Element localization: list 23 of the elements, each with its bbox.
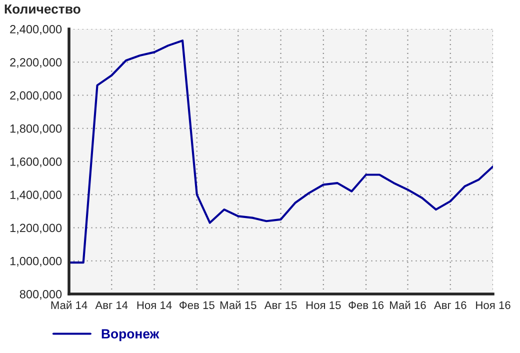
x-tick-label: Май 15 [220,300,256,310]
y-tick-label: 800,000 [20,290,62,300]
line-series [69,40,493,264]
y-tick-label: 1,000,000 [10,256,62,267]
x-tick-label: Май 14 [51,300,88,310]
legend-label: Воронеж [102,329,160,342]
y-tick-label: 1,200,000 [10,224,62,234]
chart-title: Количество [4,4,80,14]
y-tick-label: 2,000,000 [10,91,62,102]
x-tick-label: Авг 14 [95,301,128,309]
x-tick-label: Ноя 15 [306,301,341,310]
x-tick-label: Авг 16 [434,301,466,310]
x-tick-label: Ноя 16 [476,301,510,310]
y-tick-label: 1,800,000 [10,124,62,134]
y-tick-label: 2,200,000 [10,58,62,68]
y-tick-label: 1,400,000 [10,190,62,200]
x-tick-label: Ноя 14 [137,301,172,310]
x-tick-label: Фев 16 [348,301,384,310]
x-tick-label: Авг 15 [264,301,297,310]
y-tick-label: 2,400,000 [10,25,62,35]
y-tick-label: 1,600,000 [10,158,62,168]
x-tick-label: Фев 15 [180,301,214,310]
x-tick-label: Май 16 [390,300,426,310]
